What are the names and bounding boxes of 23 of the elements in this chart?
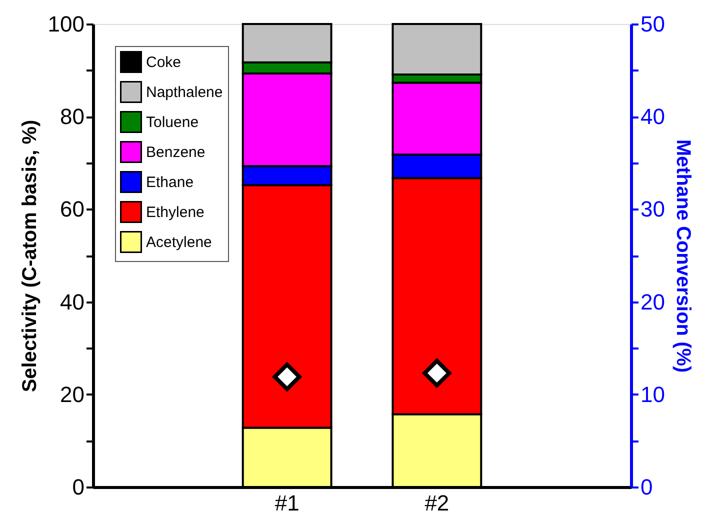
y-tick-label: 60	[60, 196, 84, 222]
legend-label: Acetylene	[146, 234, 212, 251]
legend-label: Coke	[146, 54, 182, 71]
legend-label: Benzene	[146, 144, 206, 161]
legend-label: Ethylene	[146, 204, 204, 221]
y-axis-title: Selectivity (C-atom basis, %)	[18, 120, 41, 392]
y-tick-label: 80	[60, 104, 84, 130]
legend-label: Toluene	[146, 114, 199, 131]
y2-tick-label: 0	[640, 474, 653, 500]
y-tick-label: 20	[60, 382, 84, 407]
y2-tick-label: 50	[640, 12, 665, 36]
x-tick-label: #2	[424, 490, 450, 516]
y-tick-label: 100	[48, 12, 84, 36]
y-tick-label: 40	[60, 289, 84, 314]
y2-axis-title: Methane Conversion (%)	[672, 139, 694, 373]
y2-tick-label: 30	[640, 196, 665, 222]
x-tick-label: #1	[274, 490, 300, 516]
y2-tick-label: 40	[640, 104, 665, 130]
legend-label: Ethane	[146, 174, 194, 191]
y2-tick-label: 10	[640, 382, 665, 407]
y-tick-label: 0	[72, 474, 84, 500]
y2-tick-label: 20	[640, 289, 665, 314]
legend-label: Napthalene	[146, 84, 223, 101]
